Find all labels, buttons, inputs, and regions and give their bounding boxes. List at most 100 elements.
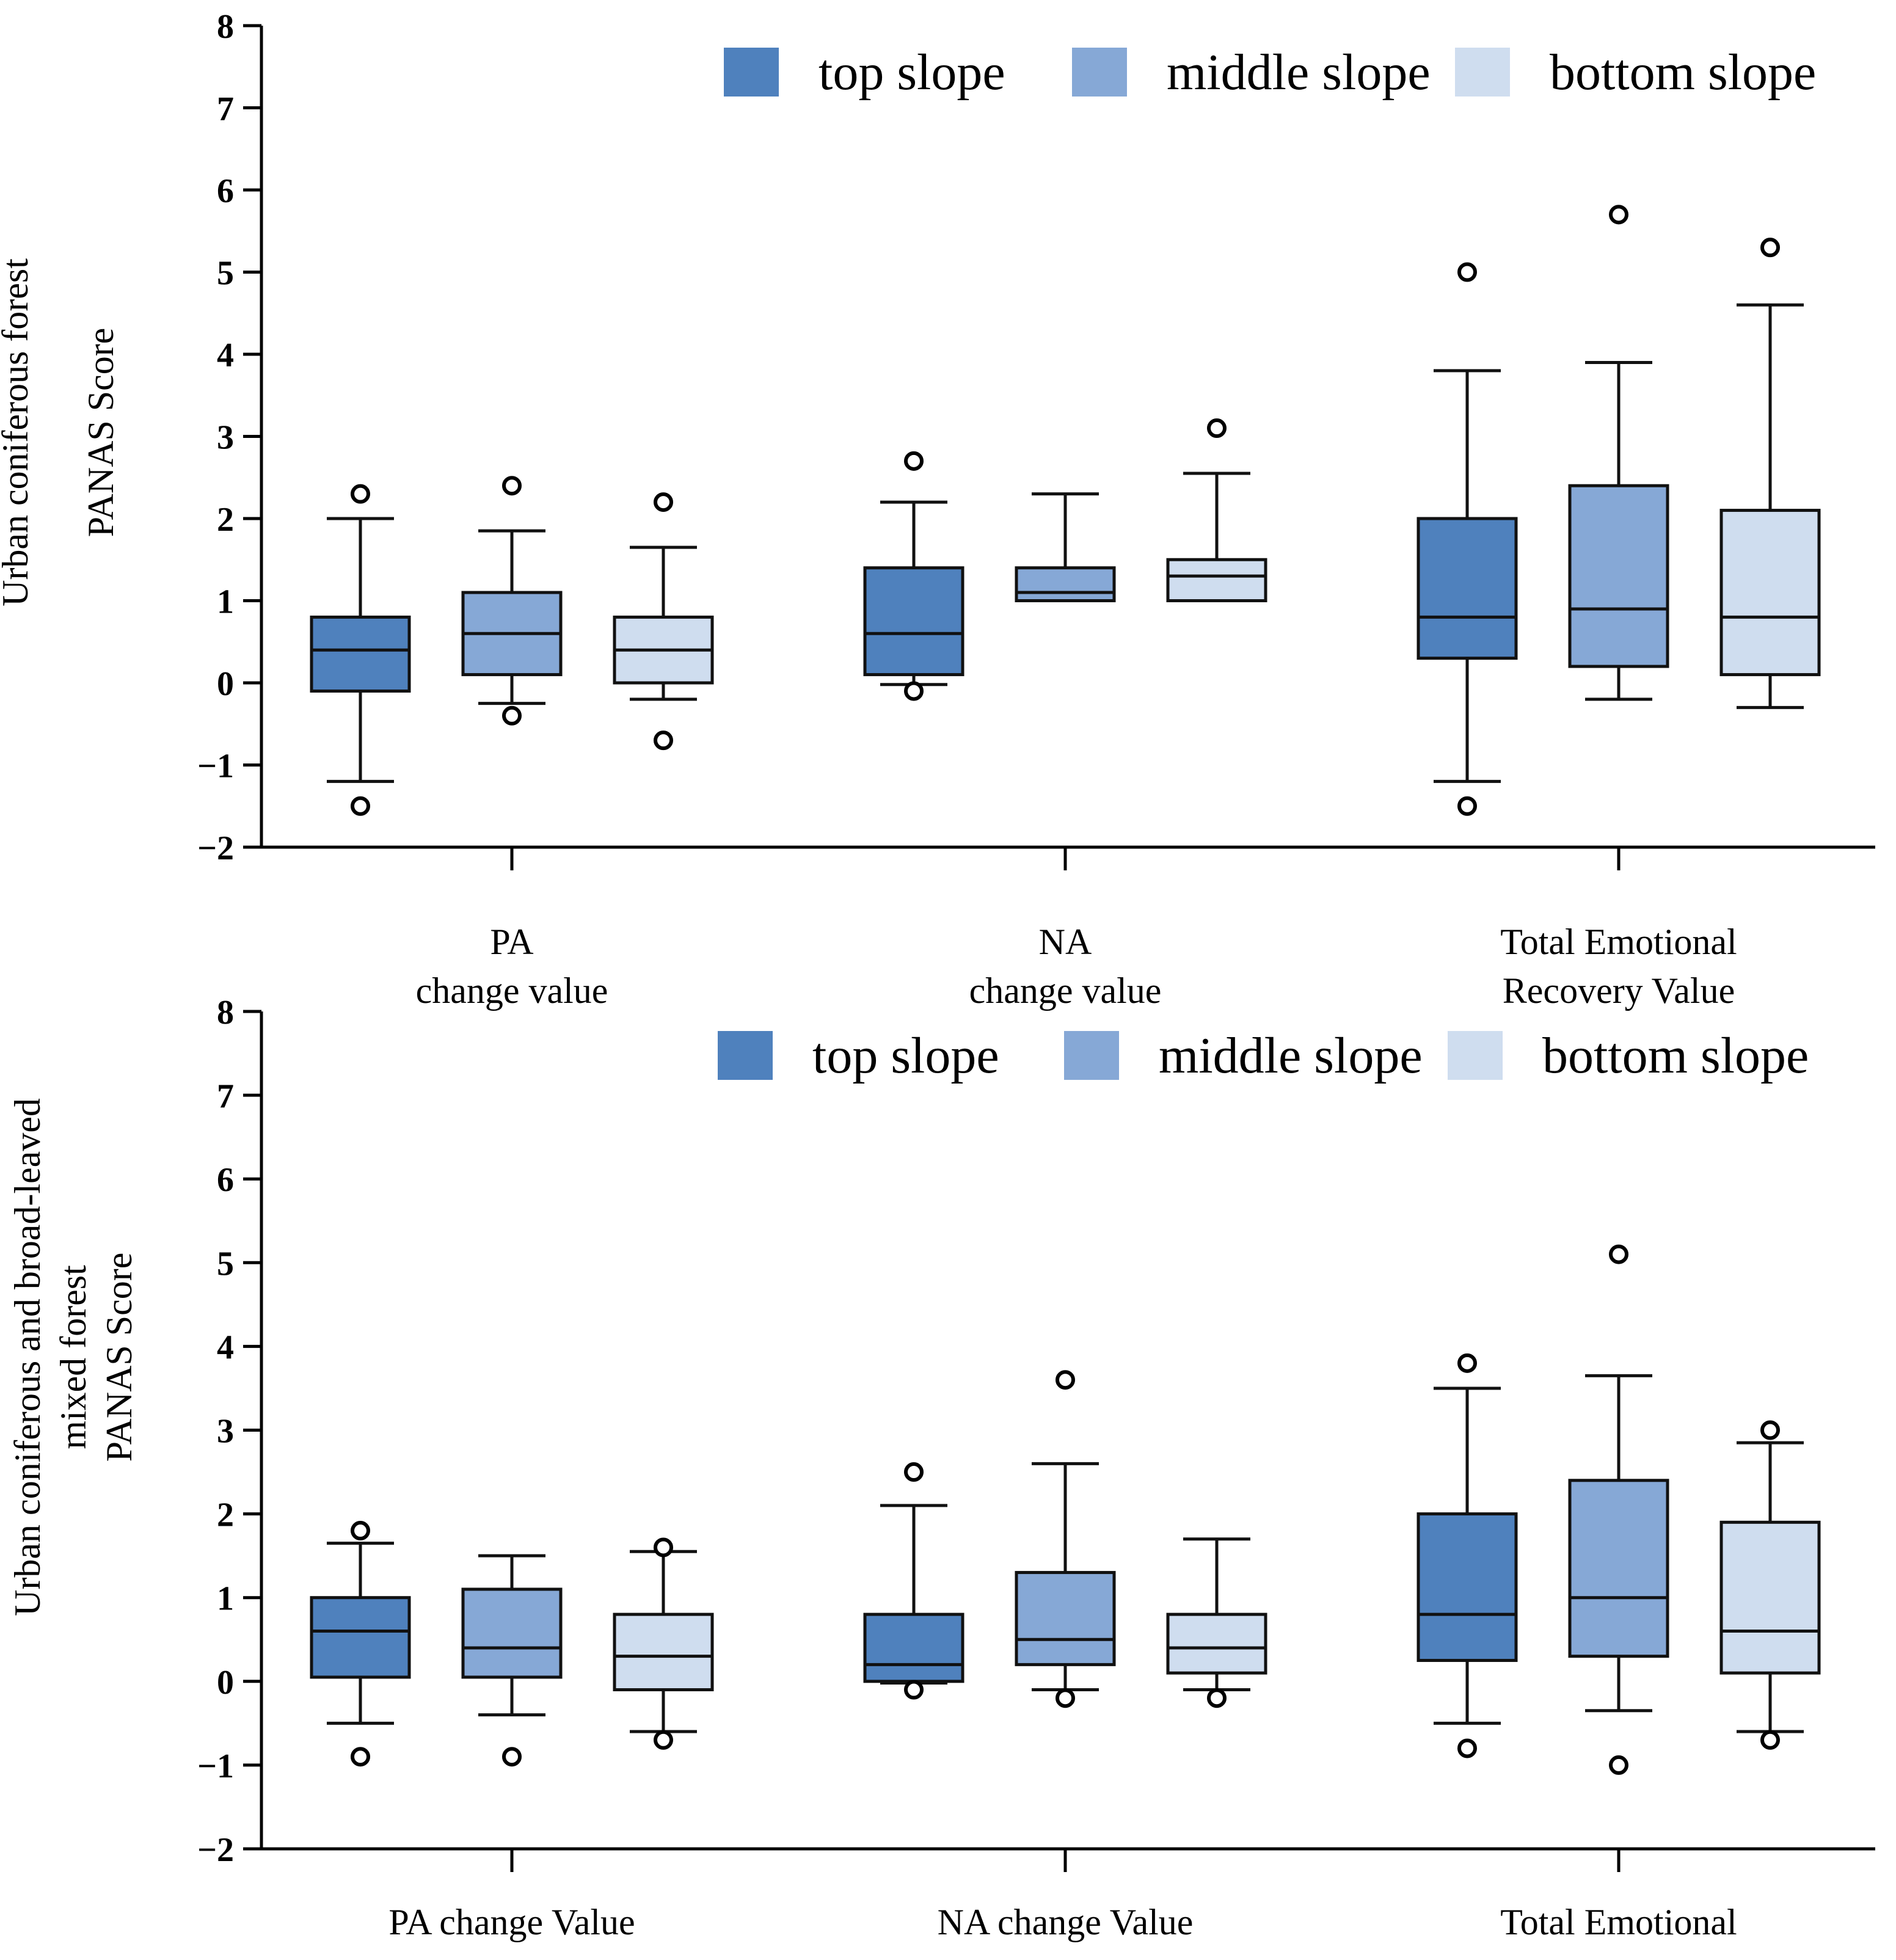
- box-middle-slope: [1015, 492, 1116, 603]
- y-tick-label: 3: [217, 419, 234, 457]
- outlier-point: [1207, 418, 1227, 439]
- iqr-box: [613, 1612, 714, 1692]
- legend-swatch: [718, 1031, 773, 1080]
- outlier-point: [1457, 1738, 1477, 1758]
- y-tick-label: 2: [217, 501, 234, 539]
- y-tick-label: 6: [217, 1161, 234, 1199]
- x-category-label: change value: [969, 971, 1162, 1011]
- y-tick-label: 4: [217, 1328, 234, 1366]
- x-category-label: PA: [490, 922, 533, 962]
- outlier-point: [654, 1730, 673, 1750]
- box-middle-slope: [461, 1554, 563, 1767]
- legend-swatch: [724, 48, 779, 97]
- y-axis-label-line: PANAS Score: [99, 1253, 139, 1462]
- y-tick-label: 1: [217, 1580, 234, 1618]
- outlier-point: [351, 1747, 370, 1767]
- iqr-box: [310, 615, 411, 693]
- legend: top slope middle slope bottom slope: [718, 1027, 1809, 1084]
- outlier-point: [1760, 238, 1780, 258]
- box-top-slope: [310, 1521, 411, 1767]
- legend-label: middle slope: [1159, 1027, 1423, 1084]
- iqr-box: [1166, 1612, 1267, 1675]
- x-category-label: Total Emotional: [1500, 1902, 1737, 1942]
- box-bottom-slope: [1719, 238, 1821, 709]
- x-category-label: NA change Value: [938, 1902, 1194, 1942]
- box-middle-slope: [1015, 1370, 1116, 1708]
- y-axis-label-line: PANAS Score: [81, 328, 121, 537]
- iqr-box: [1015, 1571, 1116, 1666]
- y-axis-label-line: Urban coniferous forest: [0, 258, 35, 607]
- legend-swatch: [1064, 1031, 1119, 1080]
- outlier-point: [654, 1537, 673, 1557]
- iqr-box: [1015, 566, 1116, 603]
- iqr-box: [1417, 1512, 1518, 1663]
- box-top-slope: [863, 451, 964, 701]
- outlier-point: [654, 492, 673, 512]
- box-bottom-slope: [1166, 1537, 1267, 1708]
- box-middle-slope: [461, 476, 563, 726]
- outlier-point: [654, 730, 673, 751]
- outlier-point: [904, 1680, 924, 1700]
- box-middle-slope: [1568, 1244, 1669, 1775]
- outlier-point: [1457, 262, 1477, 282]
- y-tick-label: 6: [217, 172, 234, 210]
- box-bottom-slope: [613, 492, 714, 751]
- box-bottom-slope: [1166, 418, 1267, 602]
- legend-label: top slope: [819, 44, 1005, 101]
- outlier-point: [1457, 1353, 1477, 1373]
- legend-label: bottom slope: [1550, 44, 1816, 101]
- iqr-box: [1568, 484, 1669, 668]
- box-bottom-slope: [1719, 1420, 1821, 1750]
- y-tick-label: 1: [217, 583, 234, 621]
- y-axis-label-line: mixed forest: [53, 1265, 93, 1449]
- y-tick-label: −2: [197, 1831, 234, 1869]
- x-category-label: Recovery Value: [1503, 971, 1735, 1011]
- outlier-point: [904, 681, 924, 701]
- iqr-box: [1417, 517, 1518, 660]
- outlier-point: [1760, 1730, 1780, 1750]
- outlier-point: [1760, 1420, 1780, 1440]
- x-category-label: change value: [416, 971, 608, 1011]
- y-tick-label: 3: [217, 1413, 234, 1451]
- y-axis-label-line: Urban coniferous and broad-leaved: [7, 1098, 48, 1616]
- y-tick-label: 5: [217, 1245, 234, 1283]
- iqr-box: [1719, 509, 1821, 677]
- outlier-point: [351, 796, 370, 816]
- box-top-slope: [1417, 1353, 1518, 1758]
- iqr-box: [1166, 558, 1267, 602]
- iqr-box: [863, 1612, 964, 1683]
- box-middle-slope: [1568, 205, 1669, 701]
- iqr-box: [310, 1596, 411, 1679]
- iqr-box: [1719, 1520, 1821, 1675]
- legend: top slope middle slope bottom slope: [724, 44, 1816, 101]
- outlier-point: [1609, 205, 1628, 225]
- outlier-point: [1609, 1244, 1628, 1264]
- legend-swatch: [1455, 48, 1510, 97]
- outlier-point: [1207, 1688, 1227, 1708]
- y-tick-label: 7: [217, 1077, 234, 1115]
- outlier-point: [904, 451, 924, 471]
- box-bottom-slope: [613, 1537, 714, 1750]
- legend-swatch: [1448, 1031, 1503, 1080]
- chart-panel-top: −2 −1 0 1 2 3 4 5 6 7 8 PA change value NA change valu…: [0, 8, 1875, 1011]
- box-top-slope: [310, 484, 411, 816]
- legend-label: bottom slope: [1542, 1027, 1809, 1084]
- outlier-point: [351, 1521, 370, 1541]
- y-tick-label: 7: [217, 90, 234, 128]
- legend-label: middle slope: [1167, 44, 1431, 101]
- y-tick-label: 0: [217, 665, 234, 703]
- y-axis-title: Urban coniferous and broad-leaved mixed f…: [7, 1098, 139, 1616]
- outlier-point: [502, 476, 522, 496]
- x-category-label: PA change Value: [388, 1902, 635, 1942]
- outlier-point: [1609, 1755, 1628, 1775]
- y-tick-label: 0: [217, 1664, 234, 1702]
- y-tick-label: 4: [217, 337, 234, 374]
- legend-swatch: [1072, 48, 1127, 97]
- outlier-point: [904, 1462, 924, 1482]
- outlier-point: [351, 484, 370, 504]
- outlier-point: [1056, 1370, 1075, 1390]
- x-category-label: Total Emotional: [1500, 922, 1737, 962]
- y-tick-label: 8: [217, 994, 234, 1032]
- x-category-label: NA: [1039, 922, 1092, 962]
